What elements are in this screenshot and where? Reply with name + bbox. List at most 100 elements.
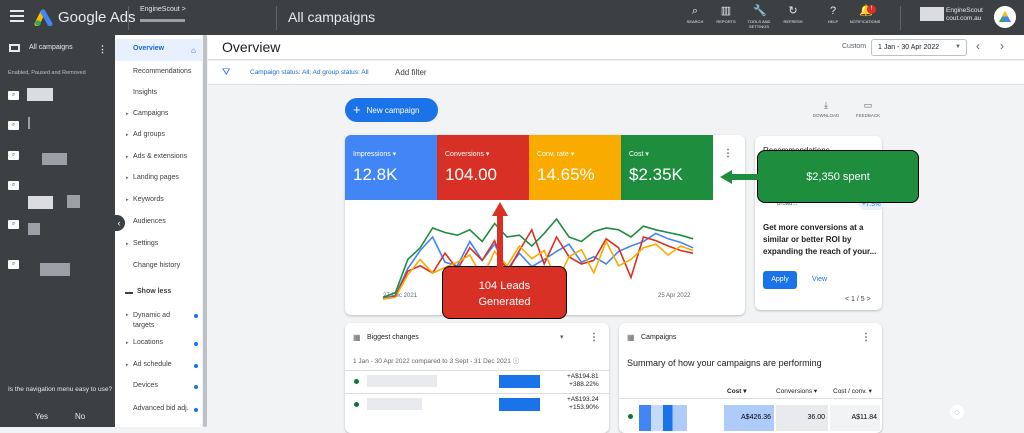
table-row[interactable]: +A$194.81 +388.22% bbox=[345, 370, 609, 392]
nav-item-advanced-bid-adj[interactable]: Advanced bid adj. bbox=[133, 405, 189, 412]
reports-button[interactable]: ▥ REPORTS bbox=[708, 6, 744, 25]
nav-item-insights[interactable]: Insights bbox=[133, 89, 158, 96]
apply-button[interactable]: Apply bbox=[763, 271, 797, 289]
page-title: All campaigns bbox=[288, 9, 376, 25]
biggest-changes-title: Biggest changes bbox=[367, 334, 419, 341]
search-icon: ⌕ bbox=[691, 5, 699, 17]
refresh-button[interactable]: ↻ REFRESH bbox=[775, 6, 811, 25]
search-campaign-icon[interactable]: ⌕ bbox=[8, 91, 19, 100]
hamburger-menu-icon[interactable] bbox=[10, 10, 24, 22]
page-menu-scrollbar[interactable] bbox=[202, 35, 208, 427]
nav-item-ad-schedule[interactable]: Ad schedule bbox=[133, 361, 172, 368]
search-campaign-icon[interactable]: ⌕ bbox=[8, 151, 19, 160]
new-indicator-dot bbox=[194, 314, 198, 318]
metric-cost[interactable]: Cost ▾ $2.35K bbox=[621, 135, 713, 200]
nav-item-locations[interactable]: Locations bbox=[133, 339, 163, 346]
nav-item-recommendations[interactable]: Recommendations bbox=[133, 68, 192, 75]
nav-item-ads-extensions[interactable]: Ads & extensions bbox=[133, 153, 188, 160]
new-indicator-dot bbox=[194, 364, 198, 368]
nav-item-audiences[interactable]: Audiences bbox=[133, 218, 166, 225]
nav-item-landing-pages[interactable]: Landing pages bbox=[133, 174, 179, 181]
expand-caret-icon: ▸ bbox=[126, 154, 129, 160]
change-percent: +153.90% bbox=[569, 404, 599, 411]
grid-view-icon[interactable] bbox=[9, 44, 20, 52]
collapse-panel-button[interactable]: ‹ bbox=[113, 215, 125, 231]
search-button[interactable]: ⌕ SEARCH bbox=[677, 5, 713, 25]
previous-period-icon[interactable]: ‹ bbox=[976, 39, 980, 53]
more-options-icon[interactable]: ⋮ bbox=[589, 332, 599, 343]
yes-button[interactable]: Yes bbox=[35, 412, 49, 421]
feedback-icon: ▭ bbox=[863, 100, 873, 110]
nav-item-keywords[interactable]: Keywords bbox=[133, 196, 164, 203]
scrollbar-thumb[interactable] bbox=[203, 35, 207, 427]
metric-impressions[interactable]: Impressions ▾ 12.8K bbox=[345, 135, 437, 200]
more-options-icon[interactable]: ⋮ bbox=[861, 332, 871, 343]
search-campaign-icon[interactable]: ⌕ bbox=[8, 121, 19, 130]
metric-label-text: Conv. rate bbox=[537, 151, 569, 158]
search-campaign-icon[interactable]: ⌕ bbox=[8, 260, 19, 269]
tool-label: HELP bbox=[827, 19, 839, 24]
metric-label: Conv. rate ▾ bbox=[537, 150, 574, 158]
redacted-campaign-name bbox=[42, 153, 67, 165]
metric-conv-rate[interactable]: Conv. rate ▾ 14.65% bbox=[529, 135, 621, 200]
metric-label-text: Impressions bbox=[353, 151, 391, 158]
conversions-column-header[interactable]: Conversions ▾ bbox=[776, 388, 818, 395]
no-button[interactable]: No bbox=[75, 412, 86, 421]
expand-caret-icon: ▸ bbox=[126, 197, 129, 203]
nav-item-show-less[interactable]: Show less bbox=[137, 288, 172, 295]
change-bar bbox=[499, 375, 540, 388]
recommendation-pager[interactable]: < 1 / 5 > bbox=[845, 296, 871, 303]
nav-item-ad-groups[interactable]: Ad groups bbox=[133, 131, 165, 138]
divider bbox=[128, 6, 129, 30]
table-icon: ▦ bbox=[353, 333, 361, 342]
table-row[interactable]: +A$193.24 +153.90% bbox=[345, 393, 609, 415]
search-campaign-icon[interactable]: ⌕ bbox=[8, 220, 19, 229]
metric-label: Impressions ▾ bbox=[353, 150, 396, 158]
overview-header: Overview Custom 1 Jan - 30 Apr 2022 ▼ ‹ › bbox=[208, 35, 1024, 60]
cost-per-conv-column-header[interactable]: Cost / conv. ▾ bbox=[833, 388, 872, 395]
filter-chip[interactable]: Campaign status: All; Ad group status: A… bbox=[250, 69, 369, 76]
new-campaign-button[interactable]: + New campaign bbox=[345, 98, 438, 122]
profile-info[interactable]: EngineScout cout.com.au bbox=[946, 7, 983, 23]
tool-label: SEARCH bbox=[686, 19, 704, 24]
account-id-redacted bbox=[140, 19, 185, 22]
campaign-tree-panel: All campaigns ⋮ Enabled, Paused and Remo… bbox=[0, 35, 115, 427]
home-icon: ⌂ bbox=[191, 46, 196, 55]
chart-series-line-2 bbox=[382, 239, 694, 300]
nav-item-settings[interactable]: Settings bbox=[133, 240, 159, 247]
wrench-button[interactable]: 🔧 TOOLS AND SETTINGS bbox=[741, 6, 777, 30]
search-campaign-icon[interactable]: ⌕ bbox=[8, 181, 19, 190]
help-button[interactable]: ? HELP bbox=[815, 6, 851, 25]
change-amount: +A$193.24 +153.90% bbox=[567, 396, 599, 412]
redacted-campaign-name bbox=[28, 117, 30, 129]
cost-column-header[interactable]: Cost ▾ bbox=[727, 388, 747, 395]
account-avatar[interactable] bbox=[994, 6, 1016, 28]
date-range-picker[interactable]: 1 Jan - 30 Apr 2022 ▼ bbox=[871, 39, 967, 56]
account-switcher[interactable]: EngineScout > bbox=[140, 6, 186, 13]
download-button[interactable]: ⤓ DOWNLOAD bbox=[811, 100, 841, 118]
expand-caret-icon: ▸ bbox=[126, 175, 129, 181]
next-period-icon[interactable]: › bbox=[1000, 39, 1004, 53]
metric-conversions[interactable]: Conversions ▾ 104.00 bbox=[437, 135, 529, 200]
nav-item-dynamic-ad-targets[interactable]: Dynamic ad targets bbox=[133, 312, 170, 329]
assistant-icon[interactable]: ◌ bbox=[950, 405, 964, 419]
more-options-icon[interactable]: ⋮ bbox=[723, 148, 733, 159]
status-dot-icon bbox=[354, 379, 359, 384]
uplift-badge: +7.5% bbox=[859, 199, 884, 210]
nav-item-campaigns[interactable]: Campaigns bbox=[133, 110, 169, 117]
nav-item-change-history[interactable]: Change history bbox=[133, 262, 181, 269]
all-campaigns-label[interactable]: All campaigns bbox=[29, 44, 73, 51]
feedback-button[interactable]: ▭ FEEDBACK bbox=[853, 100, 883, 118]
dropdown-arrow-icon: ▾ bbox=[568, 151, 575, 158]
more-options-icon[interactable]: ⋮ bbox=[98, 44, 107, 54]
nav-item-overview[interactable]: Overview bbox=[133, 45, 165, 52]
chevron-down-icon[interactable]: ▾ bbox=[560, 334, 564, 341]
view-button[interactable]: View bbox=[812, 276, 828, 283]
add-filter-button[interactable]: Add filter bbox=[395, 68, 427, 77]
bell-button[interactable]: 🔔! NOTIFICATIONS bbox=[847, 5, 883, 24]
comparison-period: 1 Jan - 30 Apr 2022 compared to 3 Sept -… bbox=[353, 358, 520, 365]
profile-name: EngineScout bbox=[946, 7, 983, 14]
active-item-highlight bbox=[115, 39, 207, 61]
nav-item-devices[interactable]: Devices bbox=[133, 382, 158, 389]
filter-funnel-icon[interactable]: ⛛ bbox=[222, 67, 231, 78]
